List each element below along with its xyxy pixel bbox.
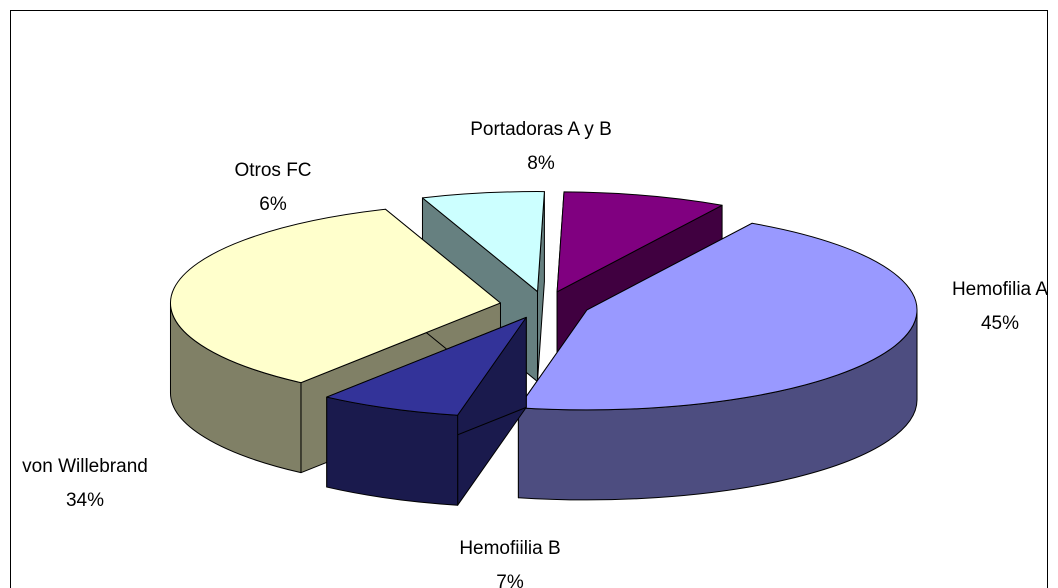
slice bbox=[326, 316, 527, 416]
slice bbox=[556, 191, 723, 293]
slice-label: von Willebrand bbox=[22, 456, 148, 477]
slice-label: Portadoras A y B bbox=[470, 119, 612, 140]
slice-label: Hemofilia A bbox=[952, 279, 1048, 300]
value-label: 6% bbox=[259, 194, 287, 215]
labels: Hemofilia A 45% Hemofiilia B 7% von Willebra… bbox=[22, 119, 1048, 588]
slice-label: Hemofiilia B bbox=[459, 538, 560, 559]
pie bbox=[169, 191, 918, 506]
slice bbox=[170, 208, 501, 384]
value-label: 8% bbox=[527, 153, 555, 174]
value-label: 45% bbox=[981, 313, 1019, 334]
slice bbox=[421, 191, 545, 293]
slice bbox=[517, 222, 918, 411]
value-label: 34% bbox=[66, 490, 104, 511]
value-label: 7% bbox=[496, 572, 524, 588]
slice-label: Otros FC bbox=[234, 160, 311, 181]
